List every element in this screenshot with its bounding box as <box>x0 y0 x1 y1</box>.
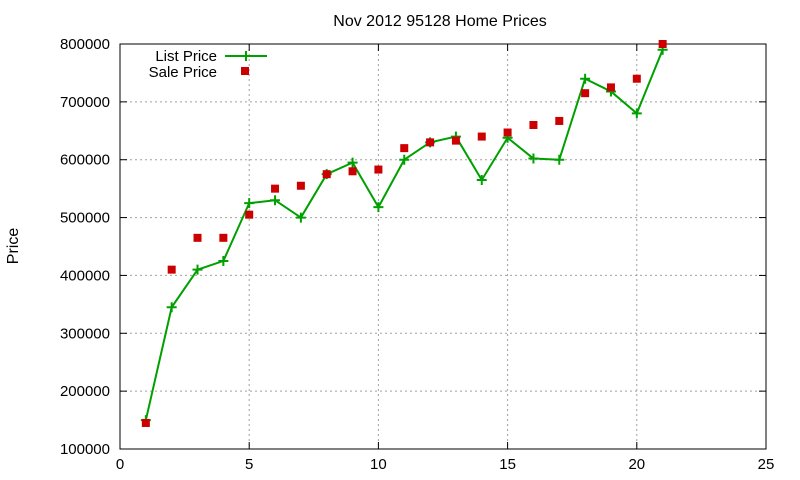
y-tick-label: 600000 <box>60 152 110 169</box>
legend-label-sale-price: Sale Price <box>149 64 217 81</box>
plot-frame <box>119 43 767 450</box>
list-price-point <box>244 198 255 209</box>
list-price-point <box>399 154 410 165</box>
y-tick-label: 400000 <box>60 267 110 284</box>
x-tick-label: 25 <box>758 456 775 473</box>
list-price-point <box>218 255 229 266</box>
sale-price-point <box>193 233 202 242</box>
sale-price-point <box>167 265 176 274</box>
legend-marker-list-price <box>241 51 251 61</box>
y-axis-label: Price <box>5 228 22 265</box>
y-tick-label: 100000 <box>60 441 110 458</box>
list-price-point <box>528 153 539 164</box>
sale-price-point <box>451 136 460 145</box>
sale-price-point <box>245 210 254 219</box>
sale-price-point <box>581 89 590 98</box>
x-tick-label: 0 <box>116 456 124 473</box>
sale-price-point <box>271 184 280 193</box>
list-price-point <box>554 154 565 165</box>
axis-ticks: 0 5 10 15 20 25 100000 200000 300000 400000 500000… <box>60 36 774 473</box>
sale-price-point <box>296 181 305 190</box>
legend: List Price Sale Price <box>149 48 267 81</box>
y-tick-label: 200000 <box>60 383 110 400</box>
list-price-point <box>192 264 203 275</box>
sale-price-point <box>477 132 486 141</box>
sale-price-point <box>348 167 357 176</box>
x-tick-label: 20 <box>628 456 645 473</box>
y-tick-label: 700000 <box>60 94 110 111</box>
sale-price-point <box>606 83 615 92</box>
list-price-point <box>347 157 358 168</box>
sale-price-point <box>503 128 512 137</box>
y-tick-label: 800000 <box>60 36 110 53</box>
sale-price-point <box>426 138 435 147</box>
y-tick-label: 500000 <box>60 210 110 227</box>
sale-price-point <box>632 74 641 83</box>
y-tick-label: 300000 <box>60 325 110 342</box>
legend-marker-sale-price <box>241 67 249 75</box>
legend-label-list-price: List Price <box>155 48 217 65</box>
x-tick-label: 5 <box>245 456 253 473</box>
sale-price-point <box>529 121 538 129</box>
sale-price-point <box>400 144 409 153</box>
series <box>140 40 668 427</box>
list-price-point <box>373 202 384 213</box>
sale-price-point <box>219 233 228 242</box>
grid <box>120 44 766 449</box>
list-price-point <box>580 73 591 84</box>
sale-price-point <box>374 165 383 174</box>
x-tick-label: 10 <box>370 456 387 473</box>
sale-price-point <box>141 418 150 427</box>
list-price-point <box>476 174 487 185</box>
chart-title: Nov 2012 95128 Home Prices <box>333 13 546 30</box>
list-price-point <box>631 108 642 119</box>
list-price-point <box>270 195 281 206</box>
list-price-point <box>166 302 177 313</box>
list-price-point <box>295 212 306 223</box>
sale-price-point <box>322 170 331 179</box>
sale-price-point <box>555 116 564 125</box>
sale-price-point <box>658 40 667 48</box>
x-tick-label: 15 <box>499 456 516 473</box>
